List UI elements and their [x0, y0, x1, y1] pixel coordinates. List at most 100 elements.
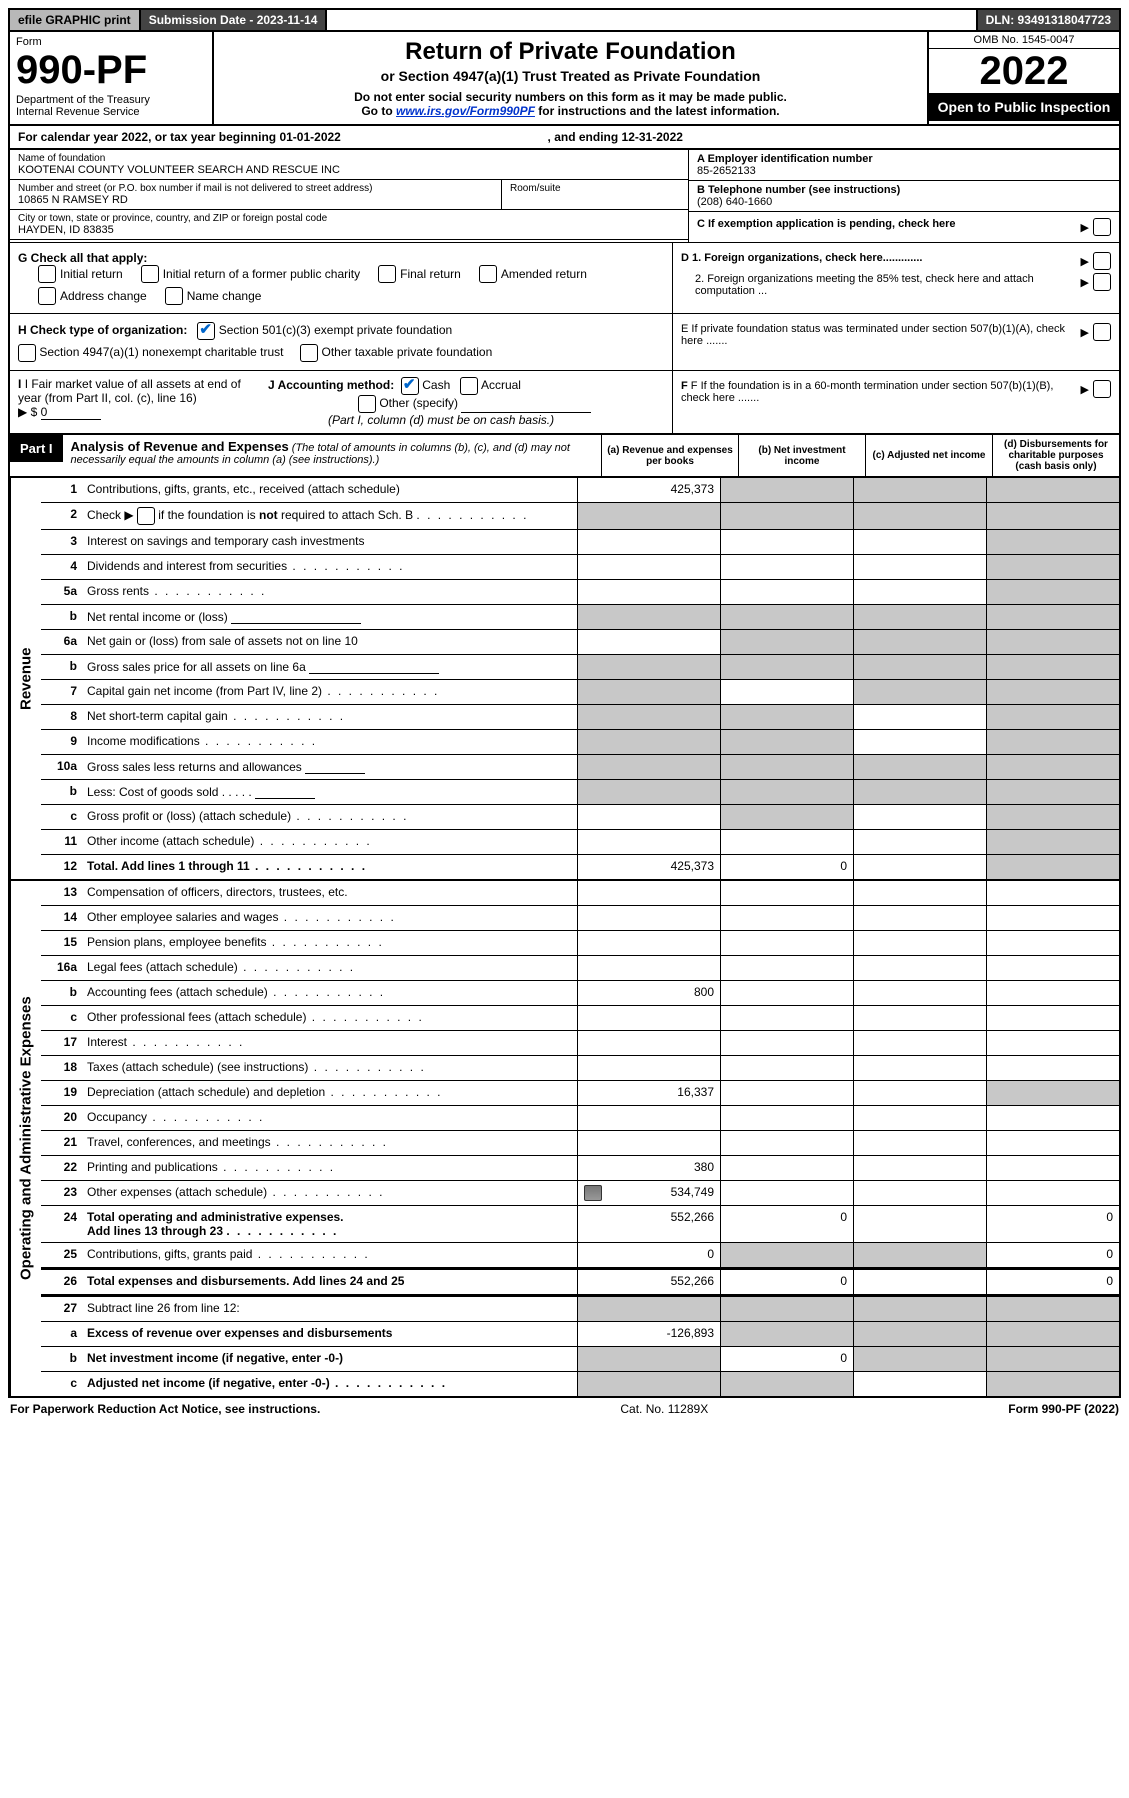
r4-b	[720, 555, 853, 579]
h-o3: Other taxable private foundation	[322, 345, 493, 359]
col-d-text: (d) Disbursements for charitable purpose…	[996, 439, 1116, 472]
r27c-c	[853, 1372, 986, 1396]
r26-c	[853, 1270, 986, 1294]
part1-desc: Analysis of Revenue and Expenses (The to…	[63, 435, 601, 476]
r15-b	[720, 931, 853, 955]
r17-d	[986, 1031, 1119, 1055]
top-bar: efile GRAPHIC print Submission Date - 20…	[8, 8, 1121, 32]
r23-a: 534,749	[577, 1181, 720, 1205]
g-initial-return-checkbox[interactable]	[38, 265, 56, 283]
row-23: 23Other expenses (attach schedule)534,74…	[41, 1181, 1119, 1206]
r10c-c	[853, 805, 986, 829]
d1-checkbox[interactable]	[1093, 252, 1111, 270]
h-other-checkbox[interactable]	[300, 344, 318, 362]
i-j-f-row: I I Fair market value of all assets at e…	[8, 371, 1121, 435]
r8-b	[720, 705, 853, 729]
g-o5: Address change	[60, 289, 147, 303]
r22-b	[720, 1156, 853, 1180]
j-accrual: Accrual	[481, 378, 521, 392]
r10b-b	[720, 780, 853, 804]
r27-c	[853, 1297, 986, 1321]
r24-num: 24	[41, 1206, 83, 1242]
r17-b	[720, 1031, 853, 1055]
calyear-begin: 01-01-2022	[279, 130, 340, 144]
r10a-a	[577, 755, 720, 779]
r27-d	[986, 1297, 1119, 1321]
phone-label: B Telephone number (see instructions)	[697, 184, 1111, 196]
r10b-desc: Less: Cost of goods sold . . . . .	[83, 780, 577, 804]
g-amended-return-checkbox[interactable]	[479, 265, 497, 283]
form990pf-link[interactable]: www.irs.gov/Form990PF	[396, 104, 535, 118]
g-o1: Initial return	[60, 267, 123, 281]
g-address-change-checkbox[interactable]	[38, 287, 56, 305]
r16b-d	[986, 981, 1119, 1005]
footer-left: For Paperwork Reduction Act Notice, see …	[10, 1402, 320, 1416]
r8-desc: Net short-term capital gain	[83, 705, 577, 729]
g-name-change-checkbox[interactable]	[165, 287, 183, 305]
r25-num: 25	[41, 1243, 83, 1267]
e-checkbox[interactable]	[1093, 323, 1111, 341]
r16b-a: 800	[577, 981, 720, 1005]
e-label: E If private foundation status was termi…	[681, 323, 1081, 347]
g-initial-former-checkbox[interactable]	[141, 265, 159, 283]
row-14: 14Other employee salaries and wages	[41, 906, 1119, 931]
r10b-text: Less: Cost of goods sold	[87, 785, 218, 799]
r24-b: 0	[720, 1206, 853, 1242]
r2-checkbox[interactable]	[137, 507, 155, 525]
r3-a	[577, 530, 720, 554]
row-25: 25Contributions, gifts, grants paid00	[41, 1243, 1119, 1268]
f-checkbox[interactable]	[1093, 380, 1111, 398]
r5a-desc: Gross rents	[83, 580, 577, 604]
r12-c	[853, 855, 986, 879]
r8-d	[986, 705, 1119, 729]
r6b-text: Gross sales price for all assets on line…	[87, 660, 306, 674]
room-cell: Room/suite	[502, 180, 688, 209]
r10b-line	[255, 784, 315, 799]
j-cash: Cash	[422, 378, 450, 392]
r6a-c	[853, 630, 986, 654]
foundation-name-cell: Name of foundation KOOTENAI COUNTY VOLUN…	[10, 150, 688, 180]
r11-d	[986, 830, 1119, 854]
attachment-icon[interactable]	[584, 1185, 602, 1201]
calyear-end: 12-31-2022	[622, 130, 683, 144]
r27c-a	[577, 1372, 720, 1396]
i-j-section: I I Fair market value of all assets at e…	[10, 371, 672, 433]
r27-a	[577, 1297, 720, 1321]
r21-desc: Travel, conferences, and meetings	[83, 1131, 577, 1155]
note-goto-pre: Go to	[361, 104, 396, 118]
r3-d	[986, 530, 1119, 554]
j-cash-checkbox[interactable]	[401, 377, 419, 395]
r15-desc: Pension plans, employee benefits	[83, 931, 577, 955]
header-left: Form 990-PF Department of the Treasury I…	[10, 32, 214, 124]
j-other-checkbox[interactable]	[358, 395, 376, 413]
r1-d	[986, 478, 1119, 502]
r15-num: 15	[41, 931, 83, 955]
ein-value: 85-2652133	[697, 165, 1111, 177]
c-checkbox[interactable]	[1093, 218, 1111, 236]
r16c-a	[577, 1006, 720, 1030]
row-1: 1Contributions, gifts, grants, etc., rec…	[41, 478, 1119, 503]
r16a-a	[577, 956, 720, 980]
r7-num: 7	[41, 680, 83, 704]
h-o1: Section 501(c)(3) exempt private foundat…	[219, 323, 452, 337]
r21-d	[986, 1131, 1119, 1155]
row-24: 24Total operating and administrative exp…	[41, 1206, 1119, 1243]
c-cell: C If exemption application is pending, c…	[689, 212, 1119, 242]
f-section: F F If the foundation is in a 60-month t…	[672, 371, 1119, 433]
h-4947-checkbox[interactable]	[18, 344, 36, 362]
r16c-d	[986, 1006, 1119, 1030]
r23-c	[853, 1181, 986, 1205]
r5b-b	[720, 605, 853, 629]
h-501c3-checkbox[interactable]	[197, 322, 215, 340]
j-accrual-checkbox[interactable]	[460, 377, 478, 395]
h-o2: Section 4947(a)(1) nonexempt charitable …	[39, 345, 283, 359]
r27c-desc: Adjusted net income (if negative, enter …	[83, 1372, 577, 1396]
g-final-return-checkbox[interactable]	[378, 265, 396, 283]
h-e-row: H Check type of organization: Section 50…	[8, 314, 1121, 371]
r2-d	[986, 503, 1119, 529]
r14-d	[986, 906, 1119, 930]
r27-b	[720, 1297, 853, 1321]
row-12: 12Total. Add lines 1 through 11425,3730	[41, 855, 1119, 879]
d2-checkbox[interactable]	[1093, 273, 1111, 291]
g-o2: Initial return of a former public charit…	[163, 267, 360, 281]
